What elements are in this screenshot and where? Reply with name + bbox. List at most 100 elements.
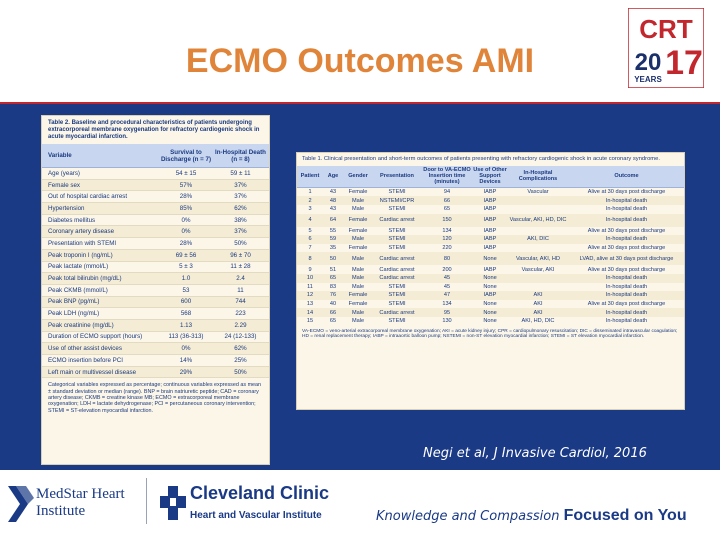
tagline-bold: Focused on You <box>563 507 687 524</box>
cleveland-clinic-name: Cleveland Clinic <box>190 483 330 503</box>
table-2-cell-variable: Age (years) <box>48 169 80 177</box>
table-1-cell-age: 65 <box>329 275 337 282</box>
table-2-cell-death: 37% <box>234 181 247 189</box>
table-1-cell-door-time: 47 <box>443 292 451 299</box>
table-2-cell-survival: 14% <box>179 356 193 364</box>
table-1-cell-devices: IABP <box>483 227 497 234</box>
table-1-cell-devices: None <box>483 275 497 282</box>
table-1-cell-outcome: LVAD, alive at 30 days post discharge <box>579 255 674 262</box>
table-1-cell-outcome: In-hospital death <box>605 283 648 290</box>
table-1-cell-gender: Female <box>348 301 368 308</box>
table-2-body: Age (years) 54 ± 15 59 ± 11 Female sex 57% 37… <box>42 168 269 379</box>
table-2-baseline-characteristics: Table 2. Baseline and procedural charact… <box>41 115 270 465</box>
table-1-cell-door-time: 94 <box>443 189 451 196</box>
table-2-row: Peak BNP (pg/mL) 600 744 <box>42 296 269 309</box>
table-1-header-outcome: Outcome <box>614 173 639 180</box>
table-1-cell-presentation: Cardiac arrest <box>379 275 415 282</box>
table-2-row: Left main or multivessel disease 29% 50% <box>42 366 269 379</box>
table-1-cell-patient: 1 <box>308 189 312 196</box>
table-1-cell-devices: None <box>483 309 497 316</box>
table-1-cell-outcome: In-hospital death <box>605 309 648 316</box>
table-1-row: 13 40 Female STEMI 134 None AKI Alive at 30 day… <box>297 300 684 309</box>
table-1-cell-gender: Female <box>348 189 368 196</box>
table-1-cell-complications: Vascular <box>527 189 549 196</box>
tagline-plain: Knowledge and Compassion <box>376 509 560 524</box>
table-2-cell-death: 11 ± 28 <box>230 263 251 271</box>
table-1-cell-presentation: Cardiac arrest <box>379 217 415 224</box>
table-1-cell-gender: Male <box>351 266 365 273</box>
table-2-cell-survival: 5 ± 3 <box>179 263 193 271</box>
crt-logo-years: YEARS <box>634 75 662 84</box>
table-1-cell-patient: 6 <box>308 236 312 243</box>
table-1-cell-gender: Male <box>351 197 365 204</box>
table-1-cell-patient: 5 <box>308 227 312 234</box>
table-2-row: Coronary artery disease 0% 37% <box>42 226 269 239</box>
table-2-cell-variable: Coronary artery disease <box>48 228 115 236</box>
table-2-row: Peak CKMB (mmol/L) 53 11 <box>42 285 269 297</box>
table-2-row: Peak total bilirubin (mg/dL) 1.0 2.4 <box>42 273 269 285</box>
table-1-cell-patient: 2 <box>308 197 312 204</box>
table-1-cell-door-time: 65 <box>443 206 451 213</box>
table-1-cell-patient: 9 <box>308 266 312 273</box>
table-1-cell-age: 59 <box>329 236 337 243</box>
table-1-row: 4 64 Female Cardiac arrest 150 IABP Vascular, … <box>297 213 684 227</box>
table-1-cell-outcome: Alive at 30 days post discharge <box>587 266 666 273</box>
cleveland-clinic-subtitle: Heart and Vascular Institute <box>190 510 322 521</box>
table-2-cell-variable: Presentation with STEMI <box>48 239 117 247</box>
tagline: Knowledge and Compassion Focused on You <box>376 507 687 525</box>
table-2-row: Out of hospital cardiac arrest 28% 37% <box>42 191 269 204</box>
table-1-cell-complications: AKI <box>533 309 543 316</box>
table-1-cell-gender: Male <box>351 255 365 262</box>
table-1-cell-age: 83 <box>329 283 337 290</box>
crt-logo-text: CRT <box>639 14 693 44</box>
table-2-cell-variable: Peak CKMB (mmol/L) <box>48 286 108 294</box>
table-1-footnote: VA-ECMO = veno-arterial extracorporeal m… <box>302 328 678 340</box>
table-2-header: Variable Survival to Discharge (n = 7) I… <box>42 144 269 168</box>
table-2-cell-death: 62% <box>234 204 247 212</box>
table-2-cell-death: 11 <box>237 286 244 294</box>
table-1-header-door-time: Door to VA-ECMO Insertion time (minutes) <box>423 167 471 186</box>
table-2-cell-survival: 57% <box>179 181 193 189</box>
medstar-name-line2: Institute <box>36 503 86 519</box>
table-1-cell-gender: Female <box>348 217 368 224</box>
table-2-cell-survival: 113 (36-313) <box>168 333 204 341</box>
table-1-cell-door-time: 150 <box>442 217 452 224</box>
table-1-cell-gender: Female <box>348 292 368 299</box>
table-2-cell-survival: 1.13 <box>179 321 193 329</box>
table-1-cell-patient: 3 <box>308 206 312 213</box>
table-1-cell-presentation: Cardiac arrest <box>379 266 415 273</box>
table-1-cell-gender: Male <box>351 236 365 243</box>
table-1-cell-gender: Male <box>351 206 365 213</box>
table-1-row: 7 35 Female STEMI 220 IABP Alive at 30 days po… <box>297 244 684 253</box>
table-1-cell-presentation: Cardiac arrest <box>379 255 415 262</box>
table-2-cell-survival: 85% <box>179 204 193 212</box>
table-2-cell-variable: Out of hospital cardiac arrest <box>48 193 128 201</box>
table-1-cell-outcome: In-hospital death <box>605 275 648 282</box>
table-2-cell-death: 50% <box>234 239 247 247</box>
table-2-cell-death: 24 (12-133) <box>224 333 257 341</box>
table-2-cell-variable: Peak lactate (mmol/L) <box>48 263 109 271</box>
table-1-cell-patient: 14 <box>306 309 314 316</box>
table-1-cell-gender: Female <box>348 245 368 252</box>
table-2-cell-survival: 568 <box>180 310 192 318</box>
table-2-cell-death: 2.29 <box>234 321 247 329</box>
table-2-cell-variable: ECMO insertion before PCI <box>48 356 123 364</box>
table-1-cell-complications: AKI, HD, DIC <box>521 318 555 325</box>
table-2-cell-variable: Hypertension <box>48 204 85 212</box>
slide-header <box>0 0 720 100</box>
table-1-cell-devices: None <box>483 301 497 308</box>
table-1-cell-patient: 10 <box>306 275 314 282</box>
table-1-body: 1 43 Female STEMI 94 IABP Vascular Alive at 30 … <box>297 188 684 326</box>
table-2-cell-variable: Peak LDH (ng/mL) <box>48 310 100 318</box>
table-2-cell-survival: 29% <box>179 368 193 376</box>
table-1-row: 6 59 Male STEMI 120 IABP AKI, DIC In-hospital d… <box>297 235 684 244</box>
table-1-cell-complications: AKI <box>533 292 543 299</box>
table-1-cell-outcome: Alive at 30 days post discharge <box>587 301 666 308</box>
table-1-cell-devices: None <box>483 318 497 325</box>
table-2-cell-survival: 0% <box>181 345 191 353</box>
table-2-cell-death: 96 ± 70 <box>230 251 251 259</box>
table-1-cell-door-time: 66 <box>443 197 451 204</box>
table-2-cell-survival: 0% <box>181 216 191 224</box>
table-1-cell-patient: 8 <box>308 255 312 262</box>
table-2-cell-survival: 28% <box>179 193 193 201</box>
